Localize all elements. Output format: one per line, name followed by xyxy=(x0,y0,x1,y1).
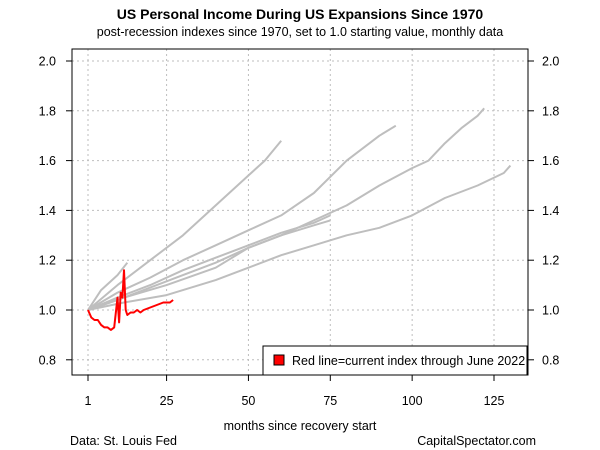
series-line-expansion-g xyxy=(87,262,129,311)
series-line-expansion-f xyxy=(87,164,512,311)
legend-box xyxy=(262,345,528,376)
y-tick-label-left: 1.6 xyxy=(39,154,56,168)
x-tick-label: 125 xyxy=(484,394,505,408)
y-tick-label-left: 1.0 xyxy=(39,304,56,318)
series-line-expansion-e xyxy=(87,214,331,311)
x-tick-label: 75 xyxy=(323,394,337,408)
y-tick-label-left: 1.8 xyxy=(39,104,56,118)
x-tick-label: 50 xyxy=(241,394,255,408)
grid xyxy=(72,49,528,375)
legend: Red line=current index through June 2022 xyxy=(262,345,528,376)
legend-swatch xyxy=(273,354,285,366)
y-tick-label-right: 2.0 xyxy=(542,55,559,69)
series-lines xyxy=(87,107,512,331)
y-tick-label-right: 0.8 xyxy=(542,353,559,367)
y-tick-label-left: 0.8 xyxy=(39,353,56,367)
series-line-expansion-a xyxy=(87,140,282,311)
y-tick-label-right: 1.2 xyxy=(542,254,559,268)
chart-title: US Personal Income During US Expansions … xyxy=(116,6,484,22)
x-tick-label: 100 xyxy=(402,394,423,408)
series-line-expansion-b xyxy=(87,124,397,311)
y-tick-label-right: 1.4 xyxy=(542,204,559,218)
y-tick-label-right: 1.0 xyxy=(542,304,559,318)
x-axis-label: months since recovery start xyxy=(223,419,377,433)
y-tick-label-left: 1.2 xyxy=(39,254,56,268)
series-line-current xyxy=(87,269,174,331)
series-line-expansion-c xyxy=(87,107,485,311)
y-tick-label-left: 2.0 xyxy=(39,55,56,69)
plot-frame xyxy=(71,48,529,376)
x-tick-label: 25 xyxy=(160,394,174,408)
series-line-expansion-d xyxy=(87,219,331,311)
source-label: Data: St. Louis Fed xyxy=(70,434,178,448)
x-tick-label: 1 xyxy=(85,394,92,408)
legend-label: Red line=current index through June 2022 xyxy=(292,354,525,368)
y-tick-label-left: 1.4 xyxy=(39,204,56,218)
y-tick-label-right: 1.6 xyxy=(542,154,559,168)
y-tick-label-right: 1.8 xyxy=(542,104,559,118)
chart-subtitle: post-recession indexes since 1970, set t… xyxy=(96,25,504,39)
website-label: CapitalSpectator.com xyxy=(417,434,536,448)
